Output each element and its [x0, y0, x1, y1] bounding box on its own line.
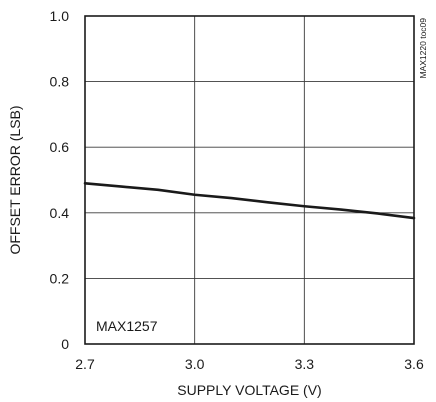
- x-axis-label: SUPPLY VOLTAGE (V): [177, 382, 321, 398]
- figure-id-label: MAX1220 toc09: [418, 18, 428, 79]
- data-point: [120, 185, 123, 188]
- x-tick-label: 3.0: [185, 356, 205, 372]
- data-point: [340, 208, 342, 211]
- data-point: [266, 201, 269, 204]
- x-tick-label: 3.6: [404, 356, 424, 372]
- data-point: [413, 217, 415, 219]
- data-point: [303, 205, 306, 208]
- y-axis-ticks: 0 0.2 0.4 0.6 0.8 1.0: [50, 8, 70, 352]
- y-tick-label: 0.6: [50, 139, 70, 155]
- series-line: [83, 181, 416, 220]
- data-series: [83, 181, 416, 220]
- data-point: [376, 212, 379, 215]
- y-axis-label: OFFSET ERROR (LSB): [7, 105, 23, 254]
- y-tick-label: 0.4: [50, 205, 70, 221]
- y-tick-label: 0.2: [50, 270, 70, 286]
- x-tick-label: 3.3: [295, 356, 315, 372]
- grid-lines: [85, 16, 414, 344]
- data-point: [193, 193, 196, 196]
- x-tick-label: 2.7: [75, 356, 95, 372]
- y-tick-label: 1.0: [50, 8, 70, 24]
- y-tick-label: 0.8: [50, 74, 70, 90]
- data-point: [84, 182, 86, 185]
- data-point: [157, 189, 159, 191]
- plot-frame: [84, 15, 415, 345]
- y-tick-label: 0: [61, 336, 69, 352]
- device-label: MAX1257: [96, 318, 158, 334]
- x-axis-ticks: 2.7 3.0 3.3 3.6: [75, 356, 424, 372]
- data-point: [230, 197, 233, 199]
